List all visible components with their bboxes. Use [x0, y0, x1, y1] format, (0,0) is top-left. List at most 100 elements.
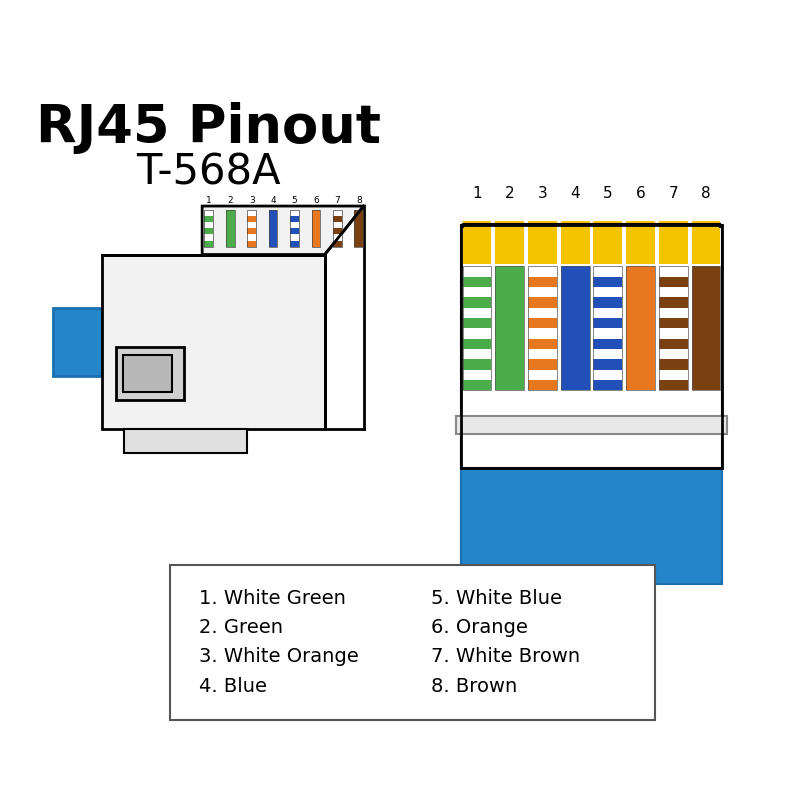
Polygon shape: [205, 216, 214, 222]
Bar: [205, 210, 214, 246]
Bar: [594, 266, 622, 390]
Bar: [626, 266, 655, 390]
Bar: [311, 210, 320, 246]
Bar: [102, 254, 325, 429]
Polygon shape: [462, 318, 491, 328]
Bar: [456, 417, 727, 434]
Bar: [247, 210, 256, 246]
Polygon shape: [594, 380, 622, 390]
Bar: [226, 210, 234, 246]
Text: 8. Brown: 8. Brown: [431, 677, 518, 695]
Bar: [659, 221, 688, 264]
Polygon shape: [528, 277, 557, 287]
Polygon shape: [528, 318, 557, 328]
Text: 8: 8: [356, 196, 362, 205]
Polygon shape: [205, 228, 214, 234]
Polygon shape: [333, 216, 342, 222]
Text: 5. White Blue: 5. White Blue: [431, 590, 562, 608]
Polygon shape: [659, 298, 688, 307]
Polygon shape: [290, 228, 299, 234]
Polygon shape: [462, 380, 491, 390]
Text: 6: 6: [636, 186, 646, 202]
Bar: [495, 266, 524, 390]
Bar: [354, 210, 363, 246]
Polygon shape: [659, 338, 688, 349]
Bar: [269, 210, 278, 246]
Polygon shape: [594, 277, 622, 287]
Text: 1: 1: [206, 196, 212, 205]
Bar: [116, 346, 184, 400]
Polygon shape: [247, 216, 256, 222]
Text: 8: 8: [702, 186, 711, 202]
Bar: [594, 266, 622, 390]
Bar: [461, 226, 722, 468]
Polygon shape: [202, 206, 364, 254]
Bar: [659, 266, 688, 390]
Polygon shape: [528, 359, 557, 370]
Bar: [333, 210, 342, 246]
Polygon shape: [659, 359, 688, 370]
Text: T-568A: T-568A: [136, 151, 281, 193]
Bar: [461, 226, 722, 468]
Text: 3: 3: [538, 186, 547, 202]
Polygon shape: [528, 380, 557, 390]
Bar: [528, 266, 557, 390]
Bar: [354, 210, 363, 246]
Bar: [561, 266, 590, 390]
Bar: [124, 429, 246, 454]
Text: 2: 2: [505, 186, 514, 202]
Polygon shape: [462, 359, 491, 370]
Text: 1. White Green: 1. White Green: [198, 590, 346, 608]
Bar: [461, 424, 722, 584]
Polygon shape: [205, 241, 214, 246]
Polygon shape: [594, 338, 622, 349]
Polygon shape: [333, 228, 342, 234]
Text: 4: 4: [570, 186, 580, 202]
Bar: [528, 221, 557, 264]
Polygon shape: [290, 241, 299, 246]
Polygon shape: [659, 318, 688, 328]
Text: 6: 6: [313, 196, 319, 205]
Text: 2. Green: 2. Green: [198, 618, 282, 638]
Bar: [692, 266, 721, 390]
Bar: [462, 221, 491, 264]
Bar: [594, 221, 622, 264]
Polygon shape: [247, 228, 256, 234]
Polygon shape: [659, 380, 688, 390]
Bar: [311, 210, 320, 246]
Bar: [333, 210, 342, 246]
Text: 5: 5: [603, 186, 613, 202]
Bar: [205, 210, 214, 246]
Bar: [123, 355, 172, 392]
Polygon shape: [462, 277, 491, 287]
Polygon shape: [462, 338, 491, 349]
Text: RJ45 Pinout: RJ45 Pinout: [36, 102, 381, 154]
Polygon shape: [594, 359, 622, 370]
Polygon shape: [528, 298, 557, 307]
Bar: [692, 221, 721, 264]
Bar: [462, 266, 491, 390]
Text: 7: 7: [334, 196, 340, 205]
Bar: [290, 210, 299, 246]
Bar: [659, 266, 688, 390]
Text: 2: 2: [227, 196, 233, 205]
Bar: [290, 210, 299, 246]
Text: 1: 1: [472, 186, 482, 202]
Text: 4: 4: [270, 196, 276, 205]
Bar: [495, 221, 524, 264]
Bar: [54, 308, 116, 376]
Polygon shape: [528, 338, 557, 349]
Bar: [561, 266, 590, 390]
Polygon shape: [594, 298, 622, 307]
Text: 7. White Brown: 7. White Brown: [431, 647, 581, 666]
Bar: [692, 266, 721, 390]
Bar: [226, 210, 234, 246]
Bar: [495, 266, 524, 390]
Bar: [170, 565, 654, 720]
Bar: [462, 266, 491, 390]
Polygon shape: [290, 216, 299, 222]
Bar: [561, 221, 590, 264]
Bar: [269, 210, 278, 246]
Bar: [626, 221, 655, 264]
Polygon shape: [462, 298, 491, 307]
